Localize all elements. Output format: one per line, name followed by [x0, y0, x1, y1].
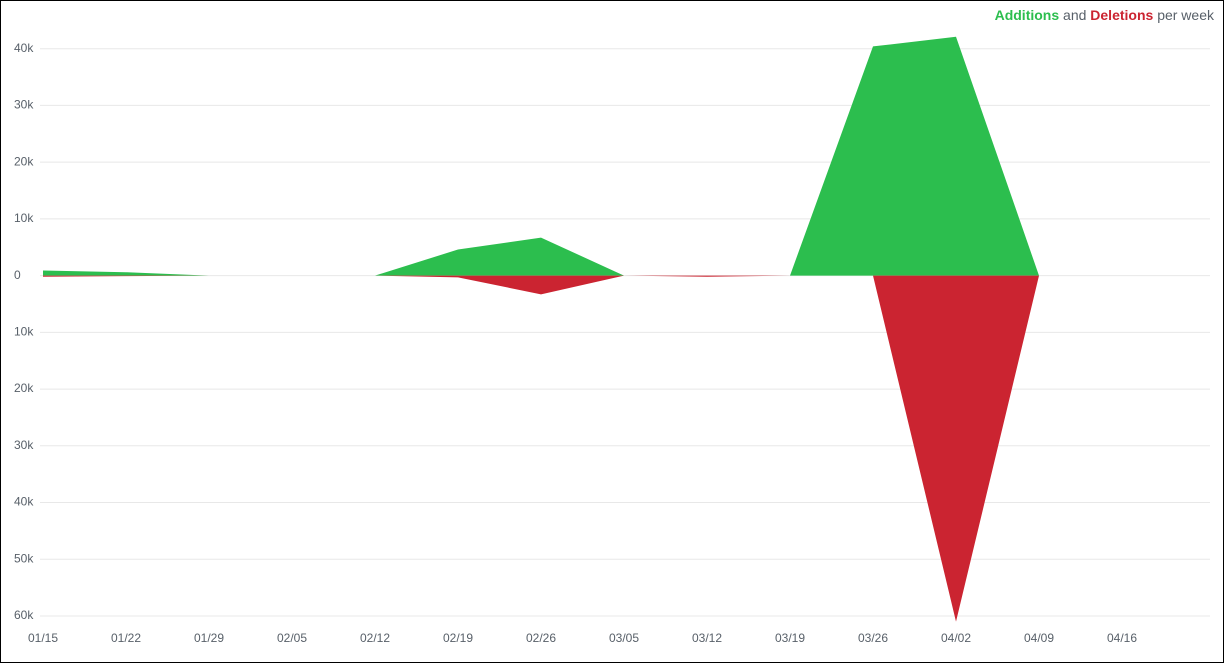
chart-title: Additions and Deletions per week [995, 7, 1215, 23]
y-tick-label: 60k [14, 608, 34, 622]
y-tick-label: 30k [14, 98, 34, 112]
title-additions: Additions [995, 7, 1060, 23]
x-tick-label: 02/26 [526, 631, 556, 645]
y-tick-label: 40k [14, 41, 34, 55]
y-tick-label: 10k [14, 325, 34, 339]
title-deletions: Deletions [1090, 7, 1153, 23]
x-tick-label: 03/19 [775, 631, 805, 645]
x-tick-label: 02/05 [277, 631, 307, 645]
x-tick-label: 01/29 [194, 631, 224, 645]
y-tick-label: 10k [14, 211, 34, 225]
x-tick-label: 02/19 [443, 631, 473, 645]
x-tick-label: 01/22 [111, 631, 141, 645]
y-tick-label: 40k [14, 495, 34, 509]
x-tick-label: 02/12 [360, 631, 390, 645]
area-0 [43, 36, 1039, 276]
y-tick-label: 30k [14, 438, 34, 452]
y-tick-label: 50k [14, 551, 34, 565]
y-tick-label: 20k [14, 381, 34, 395]
y-tick-label: 20k [14, 154, 34, 168]
x-tick-label: 03/26 [858, 631, 888, 645]
y-tick-label: 0 [14, 268, 21, 282]
x-tick-label: 04/02 [941, 631, 971, 645]
x-tick-label: 04/09 [1024, 631, 1054, 645]
x-tick-label: 03/12 [692, 631, 722, 645]
x-tick-label: 03/05 [609, 631, 639, 645]
area-1 [43, 275, 1039, 622]
title-and: and [1063, 7, 1086, 23]
title-suffix: per week [1157, 7, 1215, 23]
x-tick-label: 01/15 [28, 631, 58, 645]
x-tick-label: 04/16 [1107, 631, 1137, 645]
